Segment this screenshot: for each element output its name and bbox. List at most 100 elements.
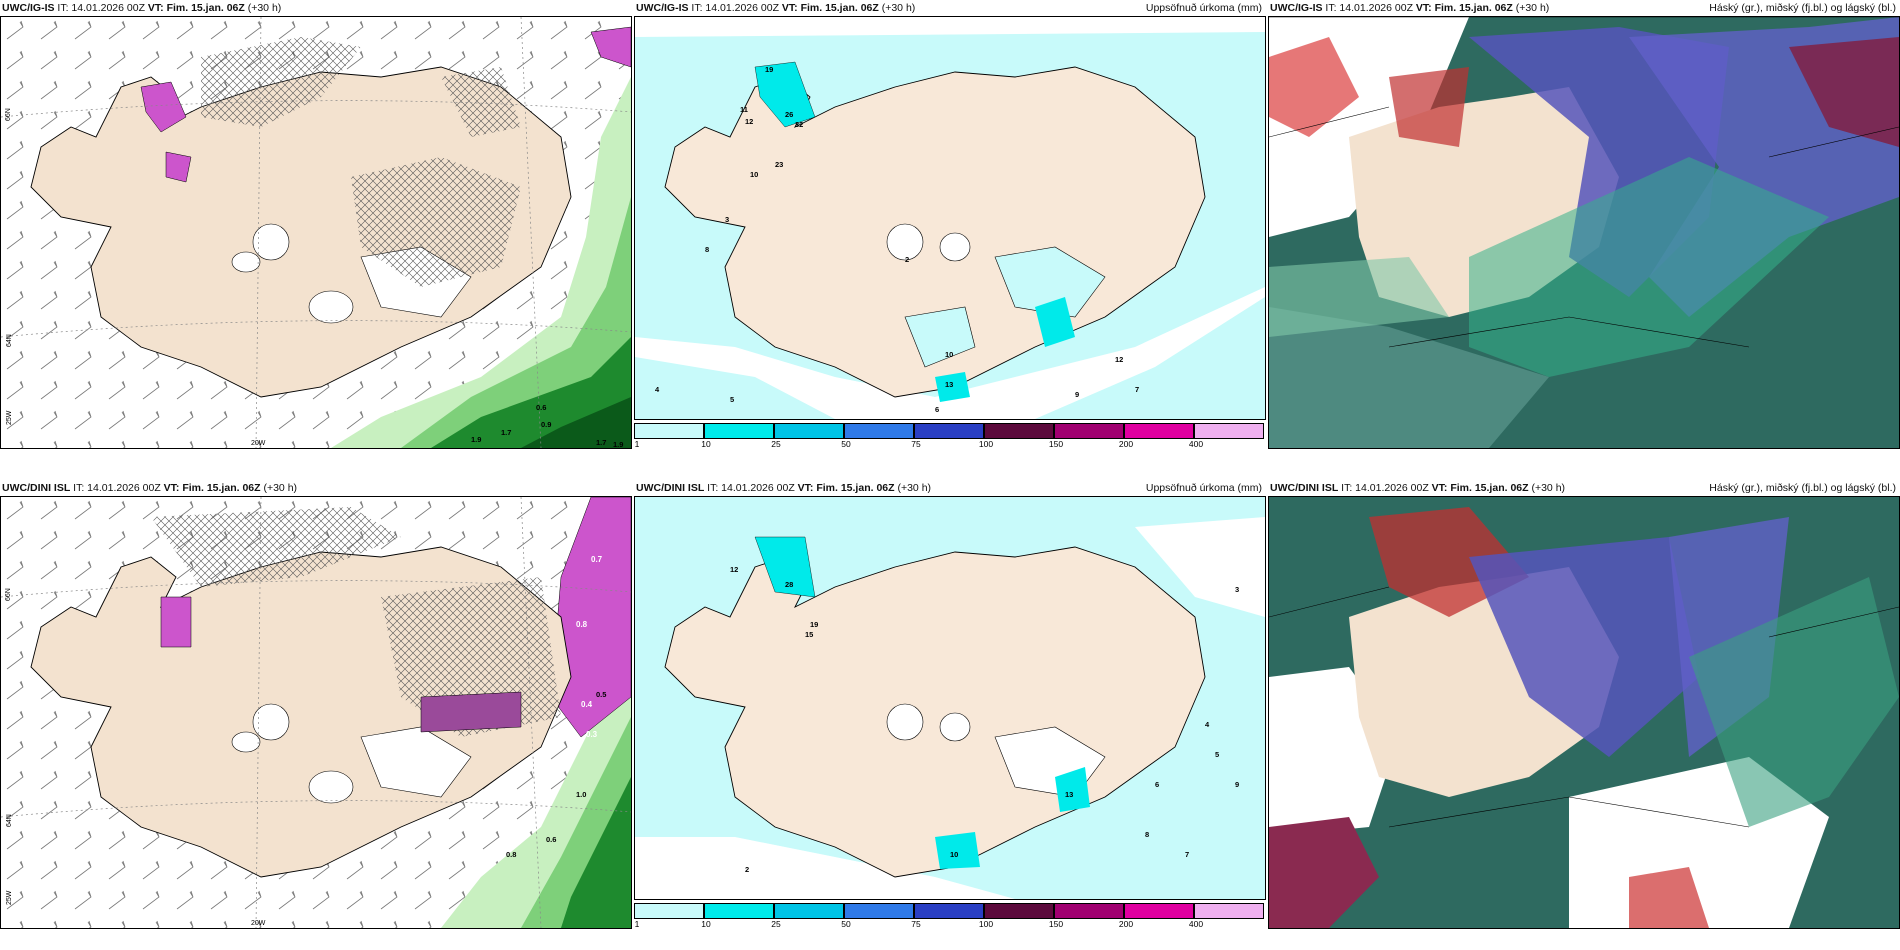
precip-map: 12 28 19 15 13 10 2 3 4 5 6 7 8 9	[634, 496, 1266, 900]
colorbar-tick: 75	[911, 919, 921, 929]
precip-value: 12	[745, 117, 753, 126]
lon-label-25: 25W	[6, 890, 13, 905]
product-title: Uppsöfnuð úrkoma (mm)	[1145, 482, 1262, 494]
precip-value: 0.6	[536, 403, 546, 412]
colorbar-swatch	[844, 423, 914, 439]
colorbar-swatch	[844, 903, 914, 919]
valid-time: VT: Fim. 15.jan. 06Z	[781, 2, 879, 14]
colorbar-swatch	[1054, 423, 1124, 439]
colorbar-tick: 75	[911, 439, 921, 449]
colorbar-tick: 200	[1118, 439, 1134, 449]
colorbar-tick: 150	[1048, 919, 1064, 929]
precip-value: 4	[1205, 720, 1210, 729]
precip-value: 1.0	[576, 790, 586, 799]
panel-header: UWC/DINI ISL IT: 14.01.2026 00Z VT: Fim.…	[1268, 480, 1900, 496]
colorbar-tick: 25	[771, 919, 781, 929]
init-time: IT: 14.01.2026 00Z	[707, 482, 795, 494]
model-name: UWC/IG-IS	[1270, 2, 1323, 14]
lead-time: (+30 h)	[881, 2, 916, 14]
colorbar-tick: 10	[701, 439, 711, 449]
precip-colorbar: 1 10 25 50 75 100 150 200 400	[634, 900, 1266, 929]
precip-value: 0.5	[596, 690, 606, 699]
model-name: UWC/DINI ISL	[2, 482, 71, 494]
precip-value: 3	[725, 215, 729, 224]
colorbar-tick: 100	[978, 439, 994, 449]
precip-value: 32	[795, 120, 803, 129]
precip-value: 6	[935, 405, 939, 414]
colorbar-swatch	[1124, 423, 1194, 439]
panel-dini-cloud: UWC/DINI ISL IT: 14.01.2026 00Z VT: Fim.…	[1268, 480, 1900, 929]
precip-value: 13	[1065, 790, 1073, 799]
precip-value: 13	[945, 380, 953, 389]
colorbar-tick: 50	[841, 919, 851, 929]
precip-value: 0.3	[586, 730, 598, 739]
lead-time: (+30 h)	[247, 2, 282, 14]
panel-ig-precip: UWC/IG-IS IT: 14.01.2026 00Z VT: Fim. 15…	[634, 0, 1266, 449]
init-time: IT: 14.01.2026 00Z	[1325, 2, 1413, 14]
wind-map: 66N 64N 20W 25W 0.7 0.8 0.5 0.4 0.3 1.0 …	[0, 496, 632, 929]
lon-label-25: 25W	[6, 410, 13, 425]
colorbar-swatch	[1124, 903, 1194, 919]
colorbar-swatch	[1194, 423, 1264, 439]
product-title: Háský (gr.), miðský (fj.bl.) og lágský (…	[1709, 482, 1896, 494]
lead-time: (+30 h)	[1515, 2, 1550, 14]
iceland-land	[664, 66, 1206, 398]
product-title: Uppsöfnuð úrkoma (mm)	[1145, 2, 1262, 14]
precip-value: 0.9	[541, 420, 551, 429]
lon-label-20: 20W	[251, 920, 266, 927]
panel-ig-wind: UWC/IG-IS IT: 14.01.2026 00Z VT: Fim. 15…	[0, 0, 632, 449]
precip-value: 12	[730, 565, 738, 574]
model-name: UWC/IG-IS	[2, 2, 55, 14]
panel-header: UWC/IG-IS IT: 14.01.2026 00Z VT: Fim. 15…	[634, 0, 1266, 16]
precip-value: 19	[765, 65, 773, 74]
precip-value: 10	[945, 350, 953, 359]
lat-label-66: 66N	[5, 588, 12, 601]
colorbar-swatch	[704, 423, 774, 439]
colorbar-tick: 200	[1118, 919, 1134, 929]
precip-value: 1.9	[471, 435, 481, 444]
model-name: UWC/DINI ISL	[636, 482, 705, 494]
valid-time: VT: Fim. 15.jan. 06Z	[163, 482, 261, 494]
precip-value: 0.6	[546, 835, 556, 844]
precip-value: 5	[1215, 750, 1219, 759]
colorbar-tick: 400	[1188, 439, 1204, 449]
init-time: IT: 14.01.2026 00Z	[57, 2, 145, 14]
precip-value: 3	[1235, 585, 1239, 594]
product-title: Háský (gr.), miðský (fj.bl.) og lágský (…	[1709, 2, 1896, 14]
precip-map: 19 11 12 10 26 32 23 10 13 12 2 3 4 5 6 …	[634, 16, 1266, 420]
panel-header: UWC/DINI ISL IT: 14.01.2026 00Z VT: Fim.…	[634, 480, 1266, 496]
valid-time: VT: Fim. 15.jan. 06Z	[1431, 482, 1529, 494]
colorbar-swatch	[1054, 903, 1124, 919]
precip-value: 0.8	[576, 620, 588, 629]
precip-value: 7	[1135, 385, 1139, 394]
colorbar-swatch	[634, 903, 704, 919]
init-time: IT: 14.01.2026 00Z	[1341, 482, 1429, 494]
precip-value: 15	[805, 630, 813, 639]
init-time: IT: 14.01.2026 00Z	[691, 2, 779, 14]
precip-value: 9	[1075, 390, 1079, 399]
lead-time: (+30 h)	[897, 482, 932, 494]
precip-value: 1.9	[613, 440, 623, 448]
lead-time: (+30 h)	[263, 482, 298, 494]
precip-value: 12	[1115, 355, 1123, 364]
precip-value: 19	[810, 620, 818, 629]
cloud-map	[1268, 496, 1900, 929]
precip-value: 23	[775, 160, 783, 169]
precip-value: 4	[655, 385, 660, 394]
precip-value: 2	[905, 255, 909, 264]
valid-time: VT: Fim. 15.jan. 06Z	[1415, 2, 1513, 14]
precip-value: 10	[750, 170, 758, 179]
panel-header: UWC/DINI ISL IT: 14.01.2026 00Z VT: Fim.…	[0, 480, 632, 496]
panel-dini-precip: UWC/DINI ISL IT: 14.01.2026 00Z VT: Fim.…	[634, 480, 1266, 929]
precip-value: 28	[785, 580, 793, 589]
colorbar-swatch	[914, 903, 984, 919]
colorbar-swatch	[914, 423, 984, 439]
precip-value: 6	[1155, 780, 1159, 789]
colorbar-swatch	[704, 903, 774, 919]
precip-value: 8	[1145, 830, 1149, 839]
valid-time: VT: Fim. 15.jan. 06Z	[797, 482, 895, 494]
lat-label-66: 66N	[5, 108, 12, 121]
precip-value: 1.7	[501, 428, 511, 437]
colorbar-tick: 100	[978, 919, 994, 929]
panel-header: UWC/IG-IS IT: 14.01.2026 00Z VT: Fim. 15…	[1268, 0, 1900, 16]
